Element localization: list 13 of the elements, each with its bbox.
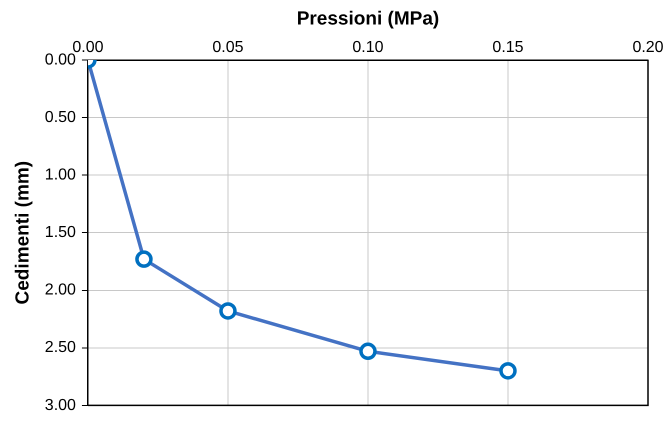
y-tick-label: 0.50	[44, 108, 76, 126]
x-tick-label: 0.05	[212, 38, 244, 56]
y-axis-title: Cedimenti (mm)	[12, 160, 34, 304]
y-tick-label: 1.50	[44, 224, 76, 242]
x-tick-label: 0.20	[632, 38, 664, 56]
y-tick-label: 0.00	[44, 51, 76, 68]
x-tick-label: 0.10	[352, 38, 384, 56]
x-tick-label: 0.15	[492, 38, 524, 56]
y-tick-label: 2.00	[44, 282, 76, 299]
x-axis-title: Pressioni (MPa)	[296, 8, 440, 30]
y-tick-label: 2.50	[44, 339, 76, 356]
y-tick-label: 3.00	[44, 396, 76, 414]
y-tick-label: 1.00	[44, 166, 76, 184]
